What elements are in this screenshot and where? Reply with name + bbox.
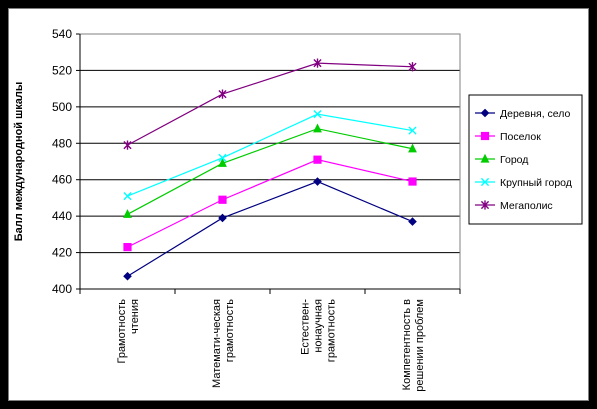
data-point-s4-2 [218, 153, 227, 162]
legend-marker-5 [480, 200, 490, 210]
x-tick-label: чтения [129, 299, 141, 334]
data-point-s4-1 [123, 192, 132, 201]
data-point-s2-4 [408, 177, 417, 186]
series-line-2 [127, 159, 413, 248]
data-point-s1-4 [408, 217, 417, 226]
legend-label-5: Мегаполис [500, 200, 553, 212]
legend-label-4: Крупный город [500, 177, 572, 189]
legend-marker-3 [480, 153, 490, 163]
data-point-s1-3 [313, 177, 322, 186]
y-tick-label: 460 [52, 173, 72, 187]
data-point-s4-4 [408, 126, 417, 135]
y-tick-label: 440 [52, 209, 72, 223]
x-tick-label: нонаучная [313, 299, 325, 353]
legend-label-2: Поселок [500, 131, 541, 143]
legend-marker-1 [480, 108, 490, 118]
data-point-s2-1 [123, 243, 132, 252]
x-tick-label: Компетентность в [401, 299, 413, 390]
data-point-s1-2 [218, 213, 227, 223]
data-point-s3-2 [218, 158, 227, 167]
y-axis-title: Балл международной шкалы [13, 82, 25, 242]
data-point-s5-1 [123, 140, 132, 150]
y-tick-label: 520 [52, 63, 72, 77]
data-point-s5-4 [408, 62, 417, 72]
data-point-s2-3 [313, 155, 322, 164]
data-point-s5-2 [218, 89, 227, 99]
data-point-s3-1 [123, 209, 132, 218]
series-line-5 [127, 62, 413, 146]
data-point-s5-3 [313, 58, 322, 68]
x-tick-label: грамотность [224, 299, 236, 362]
data-point-s1-1 [123, 271, 132, 281]
x-tick-label: Математи-ческая [211, 299, 223, 388]
legend-label-1: Деревня, село [500, 108, 571, 120]
data-point-s3-4 [408, 143, 417, 153]
series-line-3 [127, 128, 413, 215]
y-tick-label: 480 [52, 136, 72, 150]
y-tick-label: 400 [52, 282, 72, 296]
legend-marker-2 [480, 131, 490, 141]
data-point-s4-3 [313, 110, 322, 119]
x-tick-label: Грамотность [116, 299, 128, 364]
y-tick-label: 420 [52, 246, 72, 260]
legend-marker-4 [480, 177, 490, 187]
series-line-1 [127, 180, 413, 277]
y-tick-label: 500 [52, 100, 72, 114]
plot-area [80, 34, 460, 289]
x-tick-label: грамотность [326, 299, 338, 362]
y-tick-label: 540 [52, 27, 72, 41]
data-point-s2-2 [218, 195, 227, 204]
x-tick-label: Естествен- [300, 299, 312, 355]
series-line-4 [127, 113, 413, 197]
x-tick-label: решении проблем [414, 299, 426, 392]
legend-label-3: Город [500, 154, 528, 166]
data-point-s3-3 [313, 123, 322, 133]
